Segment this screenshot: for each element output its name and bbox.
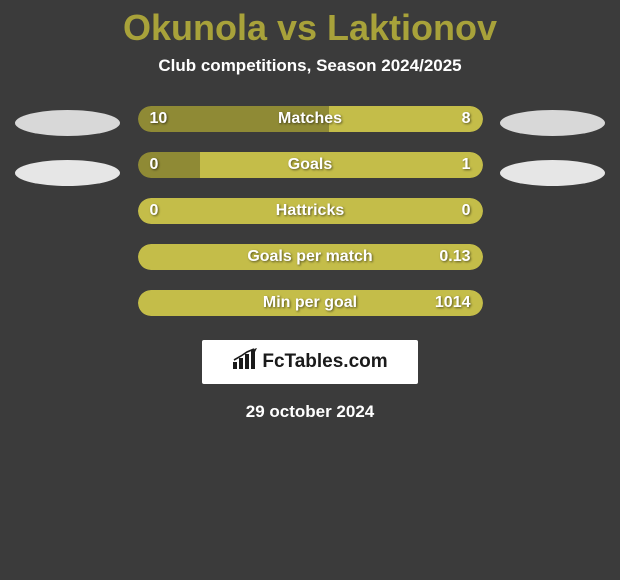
right-decor-column (497, 106, 609, 186)
left-decor-column (12, 106, 124, 186)
stat-right-value: 1 (462, 152, 471, 178)
decor-ellipse (500, 160, 605, 186)
comparison-infographic: Okunola vs Laktionov Club competitions, … (0, 0, 620, 422)
bar-growth-icon (232, 348, 258, 375)
stat-label: Goals per match (247, 244, 372, 270)
stat-row: Matches 10 8 (138, 106, 483, 132)
stat-left-value: 0 (150, 152, 159, 178)
stat-row: Goals per match 0.13 (138, 244, 483, 270)
stat-right-value: 8 (462, 106, 471, 132)
stat-right-value: 0 (462, 198, 471, 224)
stat-label: Goals (288, 152, 332, 178)
logo-text: FcTables.com (262, 351, 387, 373)
page-title: Okunola vs Laktionov (123, 8, 497, 48)
stats-area: Matches 10 8 Goals 0 1 Hattricks 0 0 Goals per ma… (0, 106, 620, 316)
stat-label: Hattricks (276, 198, 344, 224)
page-subtitle: Club competitions, Season 2024/2025 (158, 56, 461, 76)
decor-ellipse (15, 160, 120, 186)
bar-fill-right (200, 152, 483, 178)
stat-right-value: 0.13 (439, 244, 470, 270)
stat-right-value: 1014 (435, 290, 471, 316)
decor-ellipse (15, 110, 120, 136)
fctables-logo: FcTables.com (202, 340, 418, 384)
stat-row: Goals 0 1 (138, 152, 483, 178)
stat-row: Min per goal 1014 (138, 290, 483, 316)
stat-label: Matches (278, 106, 342, 132)
bar-fill-right (329, 106, 482, 132)
stat-label: Min per goal (263, 290, 357, 316)
stat-row: Hattricks 0 0 (138, 198, 483, 224)
stat-left-value: 0 (150, 198, 159, 224)
decor-ellipse (500, 110, 605, 136)
stat-left-value: 10 (150, 106, 168, 132)
date-text: 29 october 2024 (246, 402, 375, 422)
bar-fill-left (138, 152, 200, 178)
stat-bars: Matches 10 8 Goals 0 1 Hattricks 0 0 Goals per ma… (138, 106, 483, 316)
